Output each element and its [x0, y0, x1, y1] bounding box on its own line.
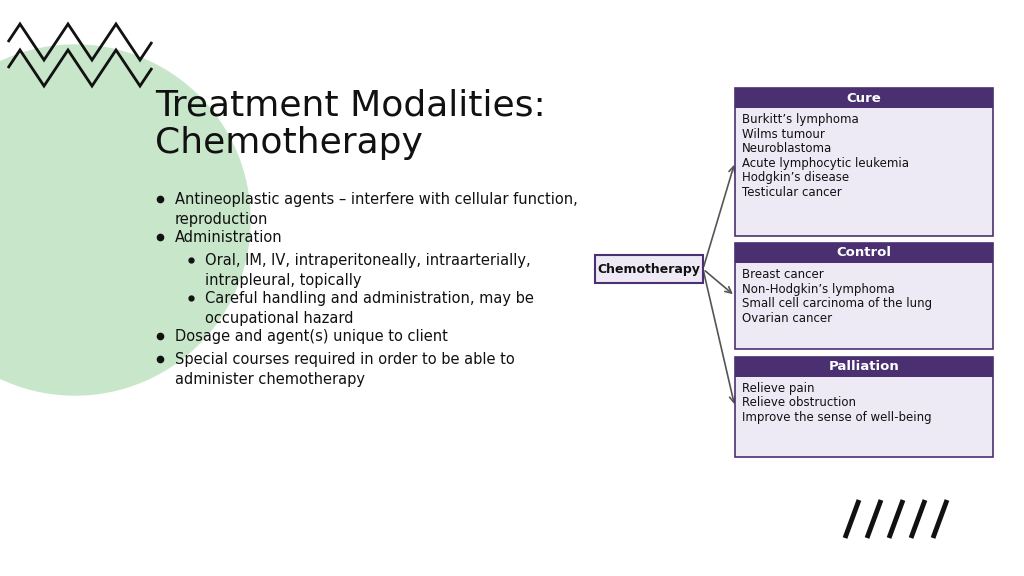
- Text: Chemotherapy: Chemotherapy: [598, 263, 700, 275]
- Text: Special courses required in order to be able to
administer chemotherapy: Special courses required in order to be …: [175, 352, 515, 388]
- Text: Administration: Administration: [175, 230, 283, 245]
- Text: Antineoplastic agents – interfere with cellular function,
reproduction: Antineoplastic agents – interfere with c…: [175, 192, 578, 228]
- Circle shape: [0, 45, 250, 395]
- FancyBboxPatch shape: [735, 357, 993, 377]
- Text: Neuroblastoma: Neuroblastoma: [742, 142, 833, 155]
- Text: Dosage and agent(s) unique to client: Dosage and agent(s) unique to client: [175, 329, 447, 344]
- Text: Wilms tumour: Wilms tumour: [742, 127, 825, 141]
- Text: Relieve pain: Relieve pain: [742, 382, 814, 395]
- Text: Oral, IM, IV, intraperitoneally, intraarterially,
intrapleural, topically: Oral, IM, IV, intraperitoneally, intraar…: [205, 253, 530, 289]
- Text: Breast cancer: Breast cancer: [742, 268, 823, 281]
- Text: Testicular cancer: Testicular cancer: [742, 185, 842, 199]
- Text: Chemotherapy: Chemotherapy: [155, 126, 423, 160]
- FancyBboxPatch shape: [735, 243, 993, 263]
- Text: Relieve obstruction: Relieve obstruction: [742, 396, 856, 410]
- FancyBboxPatch shape: [735, 357, 993, 457]
- Text: Treatment Modalities:: Treatment Modalities:: [155, 88, 546, 122]
- Text: Palliation: Palliation: [828, 361, 899, 373]
- Text: Burkitt’s lymphoma: Burkitt’s lymphoma: [742, 113, 859, 126]
- FancyBboxPatch shape: [735, 243, 993, 349]
- Text: Improve the sense of well-being: Improve the sense of well-being: [742, 411, 932, 424]
- FancyBboxPatch shape: [595, 255, 703, 283]
- Text: Acute lymphocytic leukemia: Acute lymphocytic leukemia: [742, 157, 909, 169]
- Text: Cure: Cure: [847, 92, 882, 104]
- Text: Control: Control: [837, 247, 892, 260]
- FancyBboxPatch shape: [735, 88, 993, 108]
- Text: Ovarian cancer: Ovarian cancer: [742, 312, 833, 324]
- Text: Hodgkin’s disease: Hodgkin’s disease: [742, 171, 849, 184]
- Text: Non-Hodgkin’s lymphoma: Non-Hodgkin’s lymphoma: [742, 282, 895, 295]
- FancyBboxPatch shape: [735, 88, 993, 236]
- Text: Careful handling and administration, may be
occupational hazard: Careful handling and administration, may…: [205, 291, 534, 327]
- Text: Small cell carcinoma of the lung: Small cell carcinoma of the lung: [742, 297, 932, 310]
